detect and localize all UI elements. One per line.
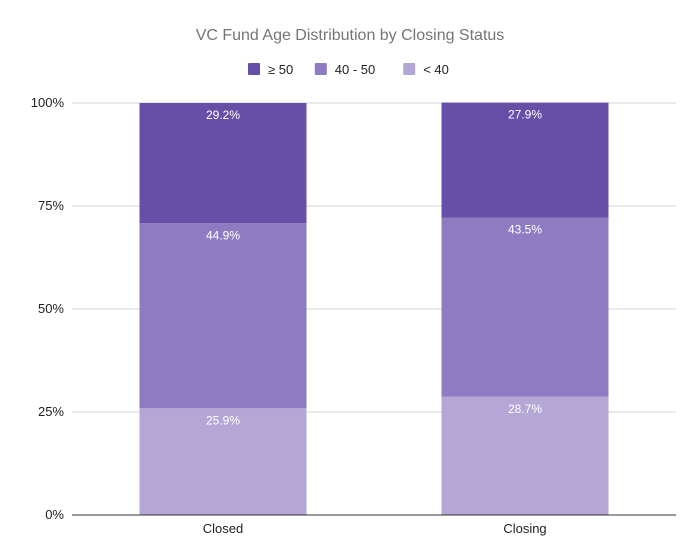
data-label: 44.9%	[206, 228, 240, 242]
y-tick-label: 50%	[38, 301, 64, 316]
y-tick-label: 100%	[31, 95, 65, 110]
data-label: 25.9%	[206, 413, 240, 427]
legend-label: 40 - 50	[335, 62, 375, 77]
x-category-label: Closing	[503, 521, 546, 536]
chart-title: VC Fund Age Distribution by Closing Stat…	[196, 27, 505, 44]
data-label: 29.2%	[206, 108, 240, 122]
x-category-label: Closed	[203, 521, 243, 536]
data-labels: 25.9% 44.9% 29.2% 28.7% 43.5% 27.9%	[206, 108, 542, 428]
legend-label: ≥ 50	[268, 62, 293, 77]
y-axis-tick-labels: 0% 25% 50% 75% 100%	[31, 95, 65, 522]
y-tick-label: 75%	[38, 198, 64, 213]
bars	[139, 102, 609, 515]
bar-segment	[441, 217, 609, 397]
bar-segment	[139, 223, 307, 409]
x-axis-category-labels: Closed Closing	[203, 521, 547, 536]
data-label: 43.5%	[508, 223, 542, 237]
legend: ≥ 50 40 - 50 < 40	[248, 62, 449, 77]
legend-label: < 40	[423, 62, 449, 77]
y-tick-label: 0%	[45, 507, 64, 522]
bar-segment	[139, 408, 307, 515]
legend-swatch	[248, 63, 260, 75]
bar-segment	[139, 103, 307, 224]
bar-segment	[441, 396, 609, 515]
bar-segment	[441, 102, 609, 218]
y-tick-label: 25%	[38, 404, 64, 419]
data-label: 27.9%	[508, 108, 542, 122]
legend-swatch	[314, 63, 327, 75]
legend-swatch	[403, 63, 416, 75]
data-label: 28.7%	[508, 402, 542, 416]
